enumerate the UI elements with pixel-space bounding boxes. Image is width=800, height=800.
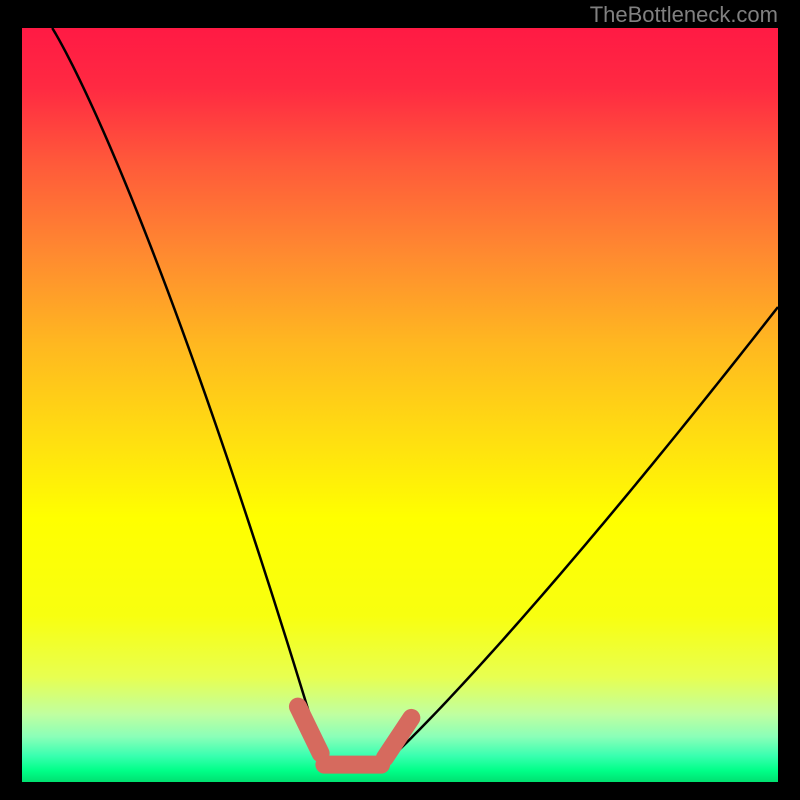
watermark-text: TheBottleneck.com bbox=[590, 2, 778, 27]
plot-area bbox=[22, 28, 778, 782]
bottleneck-chart: TheBottleneck.com bbox=[0, 0, 800, 800]
